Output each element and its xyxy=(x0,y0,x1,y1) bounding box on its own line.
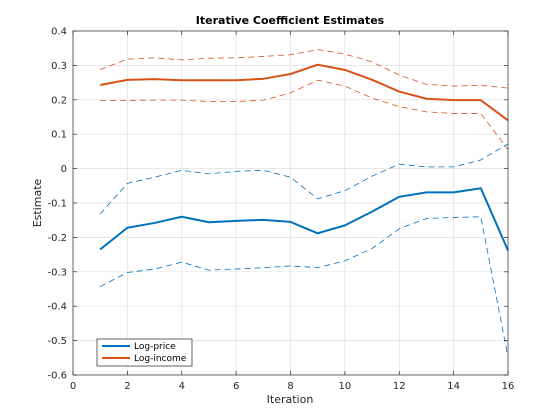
x-tick-label: 0 xyxy=(70,381,76,392)
legend-label-log-income: Log-income xyxy=(134,354,187,364)
series-line-log-price xyxy=(99,187,509,251)
x-tick-label: 8 xyxy=(287,381,293,392)
y-tick-label: -0.1 xyxy=(47,199,67,210)
x-axis-label: Iteration xyxy=(267,393,314,406)
series-layer xyxy=(99,49,509,358)
x-tick-label: 2 xyxy=(124,381,130,392)
x-tick-label: 16 xyxy=(502,381,515,392)
series-line-dashed-bound-3 xyxy=(100,216,509,358)
y-axis-label: Estimate xyxy=(31,178,44,227)
legend: Log-price Log-income xyxy=(96,338,193,367)
y-tick-label: -0.6 xyxy=(47,371,67,382)
y-tick-label: 0 xyxy=(61,164,67,175)
x-tick-label: 4 xyxy=(179,381,185,392)
y-tick-label: -0.3 xyxy=(47,267,67,278)
y-tick-label: -0.2 xyxy=(47,233,67,244)
y-tick-label: 0.3 xyxy=(51,61,67,72)
series-line-log-income xyxy=(100,63,509,122)
ticks: 0 2 4 6 8 10 12 14 16 -0.6 -0.5 -0.4 -0.3 -0.2 -0.1 0 0.… xyxy=(47,27,514,393)
series-line-dashed-bound-2 xyxy=(99,143,509,215)
x-tick-label: 14 xyxy=(447,381,460,392)
y-tick-label: 0.4 xyxy=(51,27,67,38)
y-tick-label: 0.1 xyxy=(51,130,67,141)
chart-title: Iterative Coefficient Estimates xyxy=(196,14,385,27)
x-tick-label: 12 xyxy=(393,381,406,392)
legend-box xyxy=(96,338,193,367)
legend-label-log-price: Log-price xyxy=(134,342,176,352)
grid xyxy=(73,31,508,375)
x-tick-label: 10 xyxy=(339,381,352,392)
y-tick-label: -0.5 xyxy=(47,336,67,347)
y-tick-label: -0.4 xyxy=(47,302,67,313)
y-tick-label: 0.2 xyxy=(51,95,67,106)
x-tick-label: 6 xyxy=(233,381,239,392)
